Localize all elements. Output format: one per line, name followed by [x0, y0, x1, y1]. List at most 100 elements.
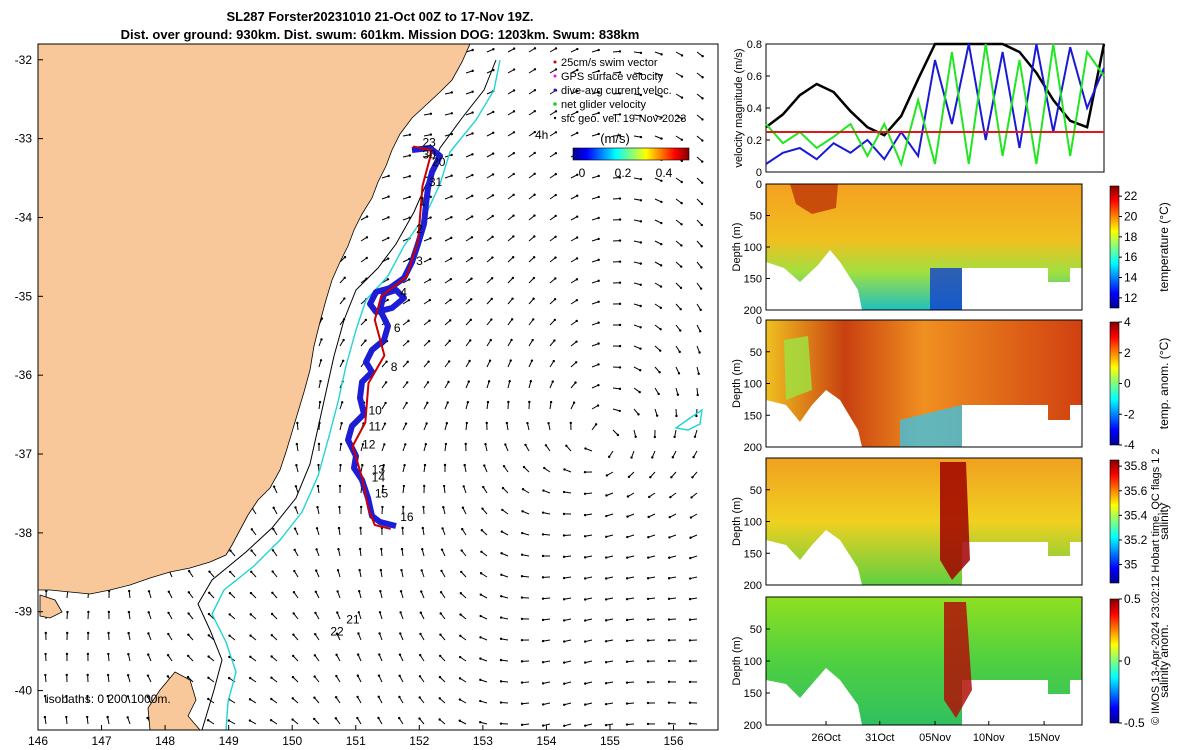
velocity-y-tick-label: 0.6	[747, 71, 762, 83]
velocity-arrow-head	[689, 556, 692, 560]
velocity-arrow-head	[460, 527, 464, 531]
velocity-arrow-head	[440, 548, 444, 551]
velocity-arrow-head	[272, 527, 275, 531]
velocity-arrow-head	[250, 528, 254, 531]
velocity-arrow-head	[357, 590, 361, 593]
velocity-arrow-head	[575, 298, 579, 302]
day-label: 13	[372, 463, 386, 477]
velocity-arrow-head	[423, 463, 427, 467]
velocity-arrow-head	[576, 47, 579, 51]
velocity-arrow-head	[357, 611, 360, 614]
velocity-arrow-head	[689, 536, 692, 539]
velocity-arrow-head	[562, 640, 566, 643]
velocity-arrow-head	[618, 218, 622, 221]
velocity-arrow-head	[441, 527, 444, 530]
colorbar-tick-label: 4	[1124, 315, 1131, 329]
velocity-arrow-head	[429, 133, 433, 136]
velocity-arrow-head	[340, 421, 343, 425]
velocity-arrow-head	[501, 508, 504, 512]
velocity-arrow-head	[356, 695, 359, 699]
velocity-arrow-head	[576, 89, 579, 93]
velocity-arrow-head	[380, 547, 383, 551]
velocity-arrow-head	[400, 547, 404, 551]
velocity-arrow-head	[565, 444, 568, 447]
velocity-arrow-head	[646, 639, 650, 642]
velocity-arrow-head	[660, 116, 663, 119]
velocity-arrow-head	[439, 633, 442, 636]
legend-gps-velocity: GPS surface velocity	[561, 71, 664, 83]
velocity-arrow-head	[490, 318, 493, 321]
velocity-arrow-head	[126, 674, 130, 677]
depth-tick-label: 200	[744, 720, 762, 732]
velocity-arrow-head	[541, 682, 545, 685]
velocity-arrow-head	[502, 465, 506, 468]
velocity-arrow-head	[668, 515, 671, 519]
depth-tick-label: 100	[744, 379, 762, 391]
velocity-arrow-head	[442, 484, 446, 488]
velocity-arrow-head	[271, 549, 275, 552]
legend-marker-current	[553, 88, 557, 92]
day-label: 10	[368, 404, 382, 418]
velocity-arrow-head	[467, 380, 471, 383]
velocity-arrow-head	[187, 591, 191, 594]
velocity-arrow-head	[551, 380, 554, 383]
day-label: 8	[391, 360, 398, 374]
velocity-arrow-head	[576, 131, 579, 135]
velocity-arrow-head	[208, 591, 211, 595]
map-legend: 25cm/s swim vector GPS surface velocity …	[553, 57, 690, 180]
velocity-arrow-head	[554, 256, 557, 259]
velocity-arrow-head	[485, 421, 488, 425]
velocity-arrow-head	[655, 414, 659, 417]
velocity-arrow-head	[270, 612, 274, 616]
velocity-arrow-head	[512, 151, 516, 155]
velocity-arrow-head	[669, 495, 672, 499]
velocity-arrow-head	[639, 241, 643, 244]
velocity-arrow-head	[500, 530, 504, 533]
velocity-arrow-head	[387, 174, 390, 178]
velocity-arrow-head	[660, 137, 663, 140]
velocity-arrow-head	[470, 256, 473, 260]
velocity-arrow-head	[680, 223, 683, 226]
velocity-arrow-head	[597, 258, 600, 262]
velocity-arrow-head	[229, 549, 232, 552]
velocity-arrow-head	[575, 236, 579, 239]
velocity-arrow-head	[533, 235, 536, 238]
velocity-arrow-head	[357, 632, 360, 635]
velocity-arrow-head	[271, 570, 274, 573]
velocity-arrow-head	[507, 400, 510, 404]
velocity-arrow-head	[146, 716, 149, 720]
velocity-arrow-head	[499, 658, 503, 662]
temp-anomaly-neutral-patch	[784, 336, 812, 400]
velocity-arrow-head	[597, 111, 600, 115]
velocity-arrow-head	[429, 257, 432, 261]
day-label: 20	[432, 155, 446, 169]
velocity-arrow-head	[520, 702, 524, 705]
velocity-arrow-head	[471, 111, 474, 114]
velocity-arrow-head	[554, 110, 558, 113]
velocity-arrow-head	[542, 489, 545, 492]
velocity-arrow-head	[248, 676, 252, 680]
velocity-arrow-head	[639, 93, 643, 97]
velocity-arrow-head	[420, 590, 423, 593]
velocity-arrow-head	[583, 577, 587, 580]
velocity-arrow-head	[402, 484, 406, 488]
velocity-arrow-head	[660, 95, 663, 98]
velocity-arrow-head	[553, 298, 557, 301]
velocity-arrow-head	[625, 639, 629, 643]
velocity-arrow-head	[479, 636, 482, 639]
velocity-arrow-head	[688, 722, 692, 725]
velocity-arrow-head	[313, 654, 317, 657]
velocity-arrow-head	[563, 468, 566, 471]
velocity-arrow-head	[604, 702, 608, 706]
velocity-arrow-head	[618, 281, 622, 284]
velocity-arrow-head	[343, 255, 347, 259]
velocity-y-tick-label: 0.8	[747, 39, 762, 51]
velocity-arrow-head	[511, 276, 515, 280]
velocity-arrow-head	[532, 297, 535, 300]
velocity-arrow-head	[398, 674, 401, 678]
velocity-arrow-head	[597, 90, 600, 94]
velocity-arrow-head	[625, 597, 629, 601]
velocity-arrow-head	[618, 323, 622, 327]
velocity-arrow-head	[358, 547, 362, 551]
velocity-arrow-head	[500, 595, 503, 598]
